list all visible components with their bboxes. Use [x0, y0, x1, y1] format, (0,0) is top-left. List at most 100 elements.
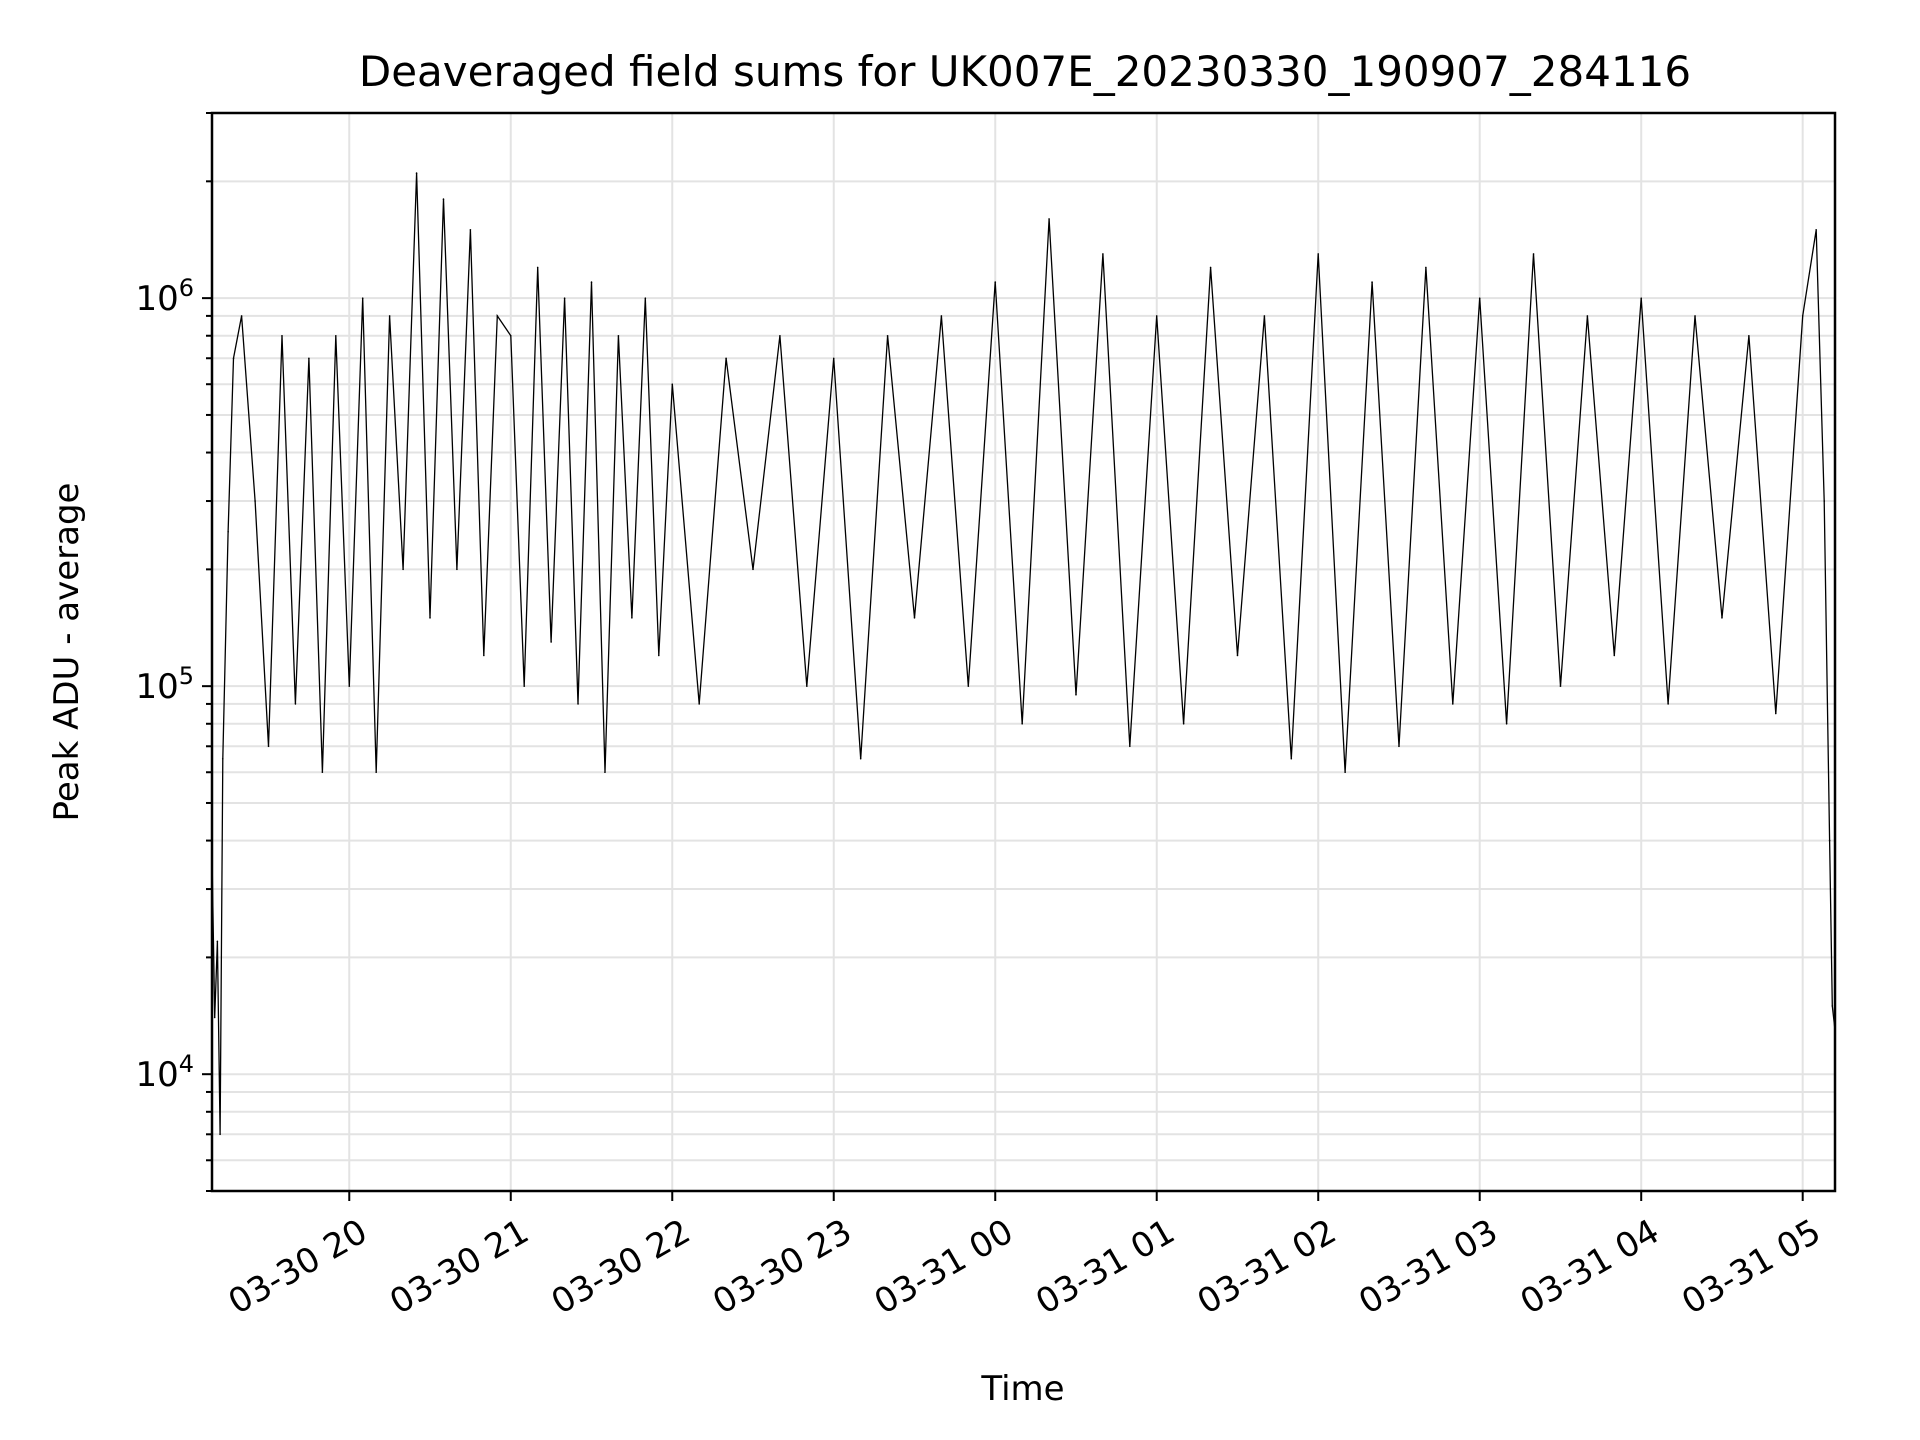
data-point	[1532, 253, 1535, 255]
data-point	[456, 568, 458, 571]
data-point	[779, 334, 781, 337]
y-tick-label: 104	[135, 1050, 194, 1095]
data-point	[886, 334, 889, 337]
data-point	[219, 1133, 221, 1136]
data-point	[550, 641, 552, 643]
data-point	[1774, 712, 1777, 715]
data-point	[1559, 685, 1562, 687]
data-point	[1209, 266, 1212, 269]
data-point	[1182, 722, 1185, 725]
data-point	[1815, 229, 1817, 231]
data-point	[227, 530, 229, 533]
data-point	[267, 745, 270, 748]
series-line	[211, 173, 1836, 1135]
data-point	[232, 357, 235, 360]
data-point	[1021, 722, 1023, 725]
data-point	[469, 229, 472, 231]
data-point	[1748, 334, 1750, 337]
y-tick-label-base: 10	[135, 1055, 178, 1095]
data-point	[536, 266, 539, 269]
x-tick-label: 03-30 21	[383, 1212, 535, 1323]
data-point	[523, 685, 526, 687]
data-point	[1694, 315, 1696, 317]
x-tick-label: 03-31 03	[1352, 1212, 1504, 1323]
data-point	[321, 771, 324, 774]
data-point	[388, 315, 391, 317]
data-point	[1586, 315, 1589, 317]
data-point	[698, 703, 700, 705]
data-point	[221, 757, 224, 760]
data-point	[913, 617, 916, 619]
data-point	[1398, 745, 1400, 748]
y-tick-label-exponent: 6	[179, 274, 194, 302]
data-point	[509, 334, 512, 337]
x-tick-label: 03-30 22	[545, 1212, 697, 1323]
data-point	[832, 357, 835, 360]
y-axis-label: Peak ADU - average	[47, 483, 87, 822]
data-point	[967, 685, 970, 687]
data-point	[375, 771, 377, 774]
data-point	[294, 703, 297, 705]
data-point	[657, 654, 660, 657]
data-point	[1075, 694, 1077, 696]
data-point	[752, 568, 754, 571]
data-point	[281, 334, 283, 337]
data-point	[415, 172, 418, 174]
data-point	[1823, 500, 1826, 502]
x-axis-label: Time	[980, 1369, 1064, 1409]
data-point	[631, 617, 633, 619]
data-point	[1505, 722, 1508, 725]
data-point	[1613, 654, 1616, 657]
data-point	[577, 703, 579, 705]
x-tick-label: 03-31 02	[1191, 1212, 1343, 1323]
data-point	[994, 281, 997, 283]
data-point	[240, 315, 243, 317]
data-point	[429, 617, 431, 619]
y-tick-label-exponent: 5	[179, 662, 194, 690]
data-point	[1667, 703, 1669, 705]
data-point	[1317, 253, 1320, 255]
y-tick-label-base: 10	[135, 279, 178, 319]
data-point	[1155, 315, 1158, 317]
x-tick-label: 03-30 23	[706, 1212, 858, 1323]
data-point	[1344, 771, 1346, 774]
data-point	[1640, 297, 1643, 299]
data-point	[361, 297, 364, 299]
data-point	[859, 757, 862, 760]
y-tick-label: 105	[135, 662, 194, 707]
x-tick-label: 03-31 01	[1029, 1212, 1181, 1323]
grid-layer	[212, 112, 1835, 1192]
chart-title: Deaveraged field sums for UK007E_2023033…	[359, 47, 1691, 96]
data-point	[1263, 315, 1266, 317]
data-point	[1371, 281, 1373, 283]
x-tick-label: 03-31 00	[868, 1212, 1020, 1323]
data-point	[604, 771, 606, 774]
data-point	[483, 654, 485, 657]
data-point	[590, 281, 593, 283]
data-point	[1129, 745, 1131, 748]
data-point	[213, 1016, 216, 1019]
x-tick-label: 03-31 04	[1514, 1212, 1666, 1323]
data-point	[806, 685, 808, 687]
data-point	[1425, 266, 1427, 269]
y-tick-label: 106	[135, 274, 194, 319]
data-point	[1236, 654, 1239, 657]
data-point	[725, 357, 727, 360]
data-point	[1828, 839, 1831, 842]
data-point	[1102, 253, 1104, 255]
x-tick-label: 03-30 20	[222, 1212, 374, 1323]
data-point	[402, 568, 404, 571]
data-point	[617, 334, 620, 337]
data-point	[1290, 757, 1293, 760]
data-point	[1478, 297, 1481, 299]
data-point	[1831, 1005, 1834, 1007]
data-point	[442, 198, 445, 200]
data-point	[335, 334, 337, 337]
data-point	[1721, 617, 1723, 619]
x-tick-label: 03-31 05	[1675, 1212, 1827, 1323]
data-point	[254, 500, 256, 502]
data-point	[308, 357, 310, 360]
data-point	[348, 685, 351, 687]
